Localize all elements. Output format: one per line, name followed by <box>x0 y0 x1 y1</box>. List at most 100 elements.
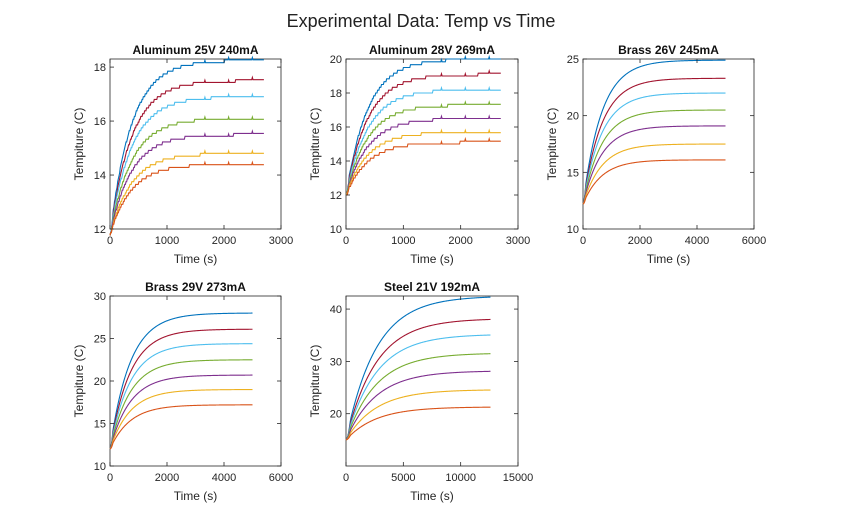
subplot-title: Brass 26V 245mA <box>618 43 719 57</box>
y-axis-label: Tempiture (C) <box>72 345 86 418</box>
series-line-6 <box>582 143 726 205</box>
y-axis-label: Tempiture (C) <box>308 108 322 181</box>
series-line-6 <box>109 388 253 450</box>
series-line-5 <box>582 125 726 205</box>
x-tick-label: 0 <box>343 235 349 247</box>
y-tick-label: 30 <box>330 356 342 368</box>
y-tick-label: 20 <box>330 409 342 421</box>
plot-area <box>582 58 755 230</box>
series-line-7 <box>109 404 253 450</box>
series-line-7 <box>582 159 726 205</box>
x-tick-label: 1000 <box>155 235 179 247</box>
series-line-1 <box>346 54 501 196</box>
x-tick-label: 1000 <box>391 235 415 247</box>
x-tick-label: 2000 <box>448 235 472 247</box>
y-tick-label: 40 <box>330 304 342 316</box>
y-tick-label: 25 <box>94 334 106 346</box>
x-tick-label: 3000 <box>269 235 293 247</box>
x-tick-label: 5000 <box>391 472 415 484</box>
y-tick-label: 20 <box>567 111 579 123</box>
y-tick-label: 16 <box>330 122 342 134</box>
x-tick-label: 0 <box>580 235 586 247</box>
series-line-1 <box>109 55 264 236</box>
x-axis-label: Time (s) <box>647 252 691 266</box>
y-tick-label: 30 <box>94 291 106 303</box>
series-line-4 <box>345 353 491 441</box>
series-line-5 <box>345 370 491 441</box>
y-tick-label: 12 <box>330 190 342 202</box>
plot-area <box>345 295 519 467</box>
series-line-2 <box>109 328 253 450</box>
y-axis-label: Tempiture (C) <box>545 108 559 181</box>
series-line-4 <box>109 115 264 236</box>
x-tick-label: 15000 <box>503 472 534 484</box>
series-line-3 <box>345 334 491 441</box>
series-line-6 <box>346 128 501 196</box>
subplot-5: 0 5000 10000 15000 20 30 40 Steel 21V 192mA Time… <box>308 280 533 503</box>
series-line-6 <box>345 389 491 441</box>
y-tick-label: 20 <box>94 376 106 388</box>
series-line-4 <box>346 100 501 196</box>
subplot-3: 0 2000 4000 6000 10 15 20 25 Brass 26V 245mA Time… <box>545 43 766 266</box>
y-tick-label: 15 <box>567 167 579 179</box>
figure-title: Experimental Data: Temp vs Time <box>287 11 556 31</box>
y-axis-label: Tempiture (C) <box>72 108 86 181</box>
subplot-title: Aluminum 25V 240mA <box>132 43 258 57</box>
subplot-4: 0 2000 4000 6000 10 15 20 25 30 Brass 29V 273mA Ti… <box>72 280 293 503</box>
x-tick-label: 0 <box>107 472 113 484</box>
x-tick-label: 4000 <box>212 472 236 484</box>
y-tick-label: 18 <box>94 62 106 74</box>
series-line-4 <box>582 109 726 205</box>
series-line-7 <box>346 136 501 196</box>
series-line-3 <box>109 343 253 450</box>
y-tick-label: 14 <box>94 170 106 182</box>
plot-area <box>109 58 282 230</box>
x-tick-label: 2000 <box>628 235 652 247</box>
x-axis-label: Time (s) <box>174 252 218 266</box>
series-line-5 <box>109 129 264 236</box>
y-axis-label: Tempiture (C) <box>308 345 322 418</box>
series-line-7 <box>109 160 264 236</box>
series-line-2 <box>582 77 726 205</box>
y-tick-label: 10 <box>94 461 106 473</box>
series-line-4 <box>109 359 253 450</box>
series-line-3 <box>346 85 501 196</box>
series-line-1 <box>109 312 253 450</box>
y-tick-label: 15 <box>94 419 106 431</box>
y-tick-label: 10 <box>330 224 342 236</box>
x-tick-label: 6000 <box>269 472 293 484</box>
series-line-5 <box>346 114 501 196</box>
y-tick-label: 18 <box>330 88 342 100</box>
y-tick-label: 14 <box>330 156 342 168</box>
x-axis-label: Time (s) <box>174 489 218 503</box>
subplot-title: Steel 21V 192mA <box>384 280 480 294</box>
series-line-6 <box>109 149 264 236</box>
x-tick-label: 4000 <box>685 235 709 247</box>
y-tick-label: 20 <box>330 54 342 66</box>
y-tick-label: 10 <box>567 224 579 236</box>
x-tick-label: 2000 <box>212 235 236 247</box>
series-line-1 <box>582 59 726 205</box>
x-tick-label: 6000 <box>742 235 766 247</box>
plot-area <box>109 295 282 467</box>
series-line-2 <box>345 318 491 441</box>
series-line-7 <box>345 406 491 441</box>
y-tick-label: 12 <box>94 224 106 236</box>
subplot-1: 0 1000 2000 3000 12 14 16 18 Aluminum 25V 240mA T… <box>72 43 293 266</box>
series-line-2 <box>346 68 501 196</box>
series-line-3 <box>582 92 726 205</box>
x-axis-label: Time (s) <box>410 252 454 266</box>
x-axis-label: Time (s) <box>410 489 454 503</box>
subplot-2: 0 1000 2000 3000 10 12 14 16 18 20 Aluminum 28V 26… <box>308 43 530 266</box>
subplot-title: Aluminum 28V 269mA <box>369 43 495 57</box>
x-tick-label: 0 <box>343 472 349 484</box>
x-tick-label: 3000 <box>506 235 530 247</box>
x-tick-label: 0 <box>107 235 113 247</box>
series-line-2 <box>109 75 264 236</box>
x-tick-label: 2000 <box>155 472 179 484</box>
y-tick-label: 16 <box>94 116 106 128</box>
series-line-3 <box>109 92 264 236</box>
x-tick-label: 10000 <box>445 472 476 484</box>
y-tick-label: 25 <box>567 54 579 66</box>
